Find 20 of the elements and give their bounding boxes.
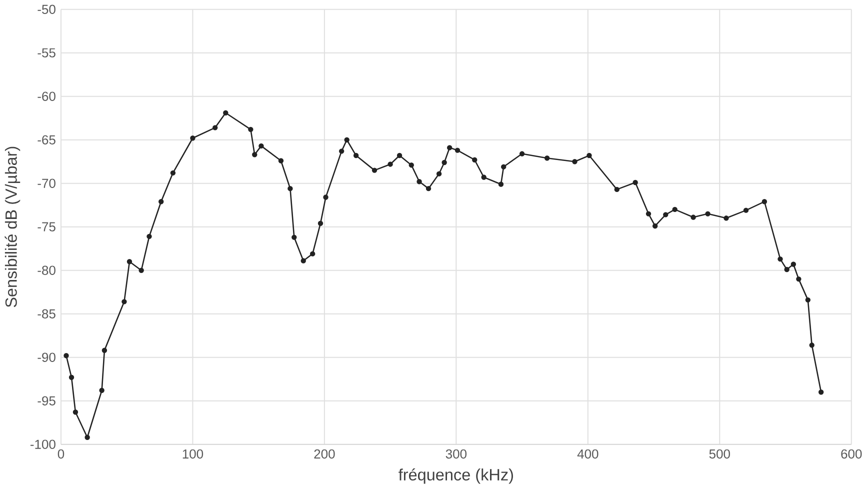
- x-tick-label: 0: [58, 449, 64, 458]
- x-tick-label: 400: [577, 449, 598, 458]
- y-tick-label: -70: [38, 178, 56, 188]
- x-tick-label: 600: [841, 449, 862, 458]
- y-tick-label: -60: [38, 92, 56, 101]
- x-tick-label: 300: [446, 449, 467, 458]
- x-tick-label: 200: [314, 449, 335, 458]
- y-tick-label: -95: [38, 396, 56, 406]
- x-tick-label: 100: [182, 449, 204, 458]
- y-axis-title: Sensibilité dB (V/µbar): [4, 146, 20, 307]
- y-tick-label: -85: [38, 309, 56, 318]
- y-tick-label: -65: [38, 135, 56, 144]
- y-tick-label: -90: [38, 352, 56, 362]
- y-tick-label: -100: [30, 440, 56, 449]
- y-tick-label: -80: [38, 266, 56, 275]
- y-tick-label: -75: [38, 222, 56, 232]
- y-tick-label: -55: [38, 48, 56, 58]
- x-tick-label: 500: [709, 449, 730, 458]
- y-tick-label: -50: [38, 4, 56, 14]
- x-axis-title: fréquence (kHz): [398, 468, 513, 484]
